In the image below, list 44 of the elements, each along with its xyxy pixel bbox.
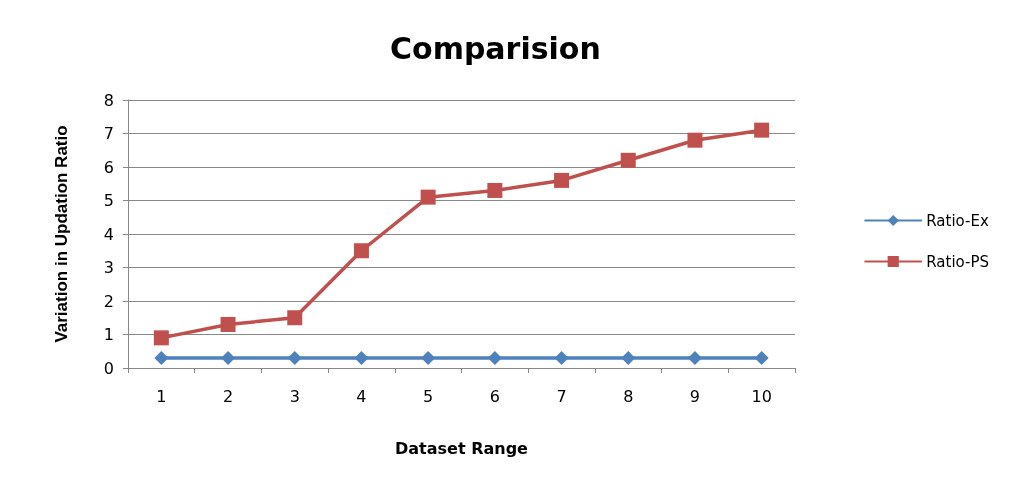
point xyxy=(754,350,769,365)
point xyxy=(754,122,770,138)
point xyxy=(687,350,702,365)
point xyxy=(287,310,303,326)
chart-title: Comparision xyxy=(390,30,601,66)
y-tick-label: 7 xyxy=(103,124,114,143)
y-tick-label: 4 xyxy=(103,224,114,244)
x-tick-label: 10 xyxy=(751,386,772,406)
point xyxy=(154,350,169,365)
x-tick-label: 5 xyxy=(423,386,434,406)
x-tick-label: 9 xyxy=(689,386,701,406)
y-tick-label: 0 xyxy=(103,358,114,378)
x-tick-label: 1 xyxy=(156,386,167,406)
point xyxy=(354,350,369,365)
point xyxy=(620,152,636,168)
point xyxy=(420,189,436,205)
x-tick-label: 6 xyxy=(489,386,500,406)
x-tick-label: 7 xyxy=(556,386,567,406)
point xyxy=(353,243,369,259)
y-tick-label: 3 xyxy=(103,258,114,277)
x-tick-label: 4 xyxy=(356,386,367,406)
point xyxy=(220,316,236,332)
y-tick-label: 5 xyxy=(103,191,114,210)
x-axis-title: Dataset Range xyxy=(395,438,529,458)
point xyxy=(554,350,569,365)
point xyxy=(621,350,636,365)
y-tick-label: 2 xyxy=(103,291,114,311)
y-tick-label: 6 xyxy=(103,157,114,177)
point xyxy=(287,350,302,365)
point xyxy=(153,330,169,346)
x-tick-label: 2 xyxy=(222,386,234,406)
legend-label: Ratio-Ex xyxy=(926,211,989,230)
point xyxy=(421,350,436,365)
point xyxy=(487,182,503,198)
x-tick-label: 8 xyxy=(623,386,634,406)
point xyxy=(554,172,570,188)
x-tick-label: 3 xyxy=(289,386,300,406)
y-tick-label: 1 xyxy=(103,325,114,344)
point xyxy=(487,350,502,365)
legend-label: Ratio-PS xyxy=(926,252,990,271)
y-tick-label: 8 xyxy=(103,90,114,110)
point xyxy=(221,350,236,365)
point xyxy=(687,132,703,148)
y-axis-title: Variation in Updation Ratio xyxy=(52,125,71,343)
